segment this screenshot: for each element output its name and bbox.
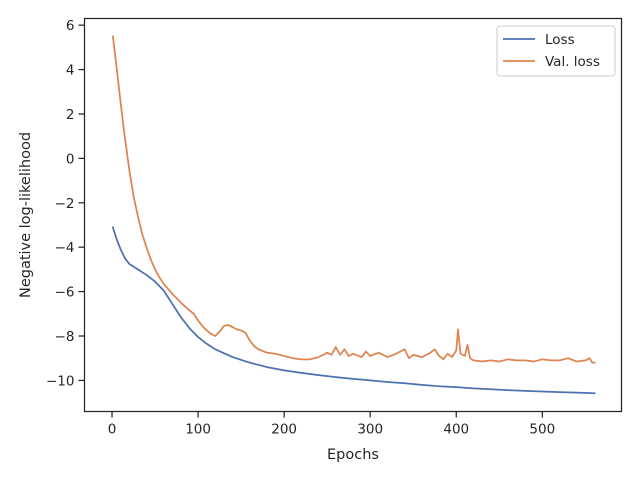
y-axis: 6 4 2 0 −2 −4 −6 −8 −10 — [46, 18, 85, 389]
x-tick-label: 0 — [108, 422, 117, 438]
y-tick-label: 2 — [66, 107, 75, 123]
legend-label-val-loss: Val. loss — [545, 54, 600, 70]
y-tick-label: 0 — [66, 151, 75, 167]
x-tick-label: 200 — [271, 422, 297, 438]
x-tick-label: 300 — [357, 422, 383, 438]
series-layer — [112, 35, 596, 395]
series-line-loss — [112, 226, 596, 395]
y-tick-label: −6 — [55, 285, 75, 301]
y-axis-label: Negative log-likelihood — [18, 132, 34, 298]
y-tick-label: 4 — [66, 63, 75, 79]
x-tick-label: 100 — [185, 422, 211, 438]
legend-label-loss: Loss — [545, 32, 575, 48]
y-tick-label: −2 — [55, 196, 75, 212]
y-tick-label: 6 — [66, 18, 75, 34]
y-tick-label: −10 — [46, 373, 75, 389]
x-axis: 0 100 200 300 400 500 — [108, 411, 555, 438]
y-tick-label: −8 — [55, 329, 75, 345]
x-tick-label: 500 — [529, 422, 555, 438]
x-tick-label: 400 — [443, 422, 469, 438]
plot-frame — [83, 17, 623, 413]
series-line-val-loss — [112, 35, 596, 364]
x-axis-label: Epochs — [327, 447, 379, 463]
y-tick-label: −4 — [55, 240, 75, 256]
legend: Loss Val. loss — [496, 25, 616, 77]
